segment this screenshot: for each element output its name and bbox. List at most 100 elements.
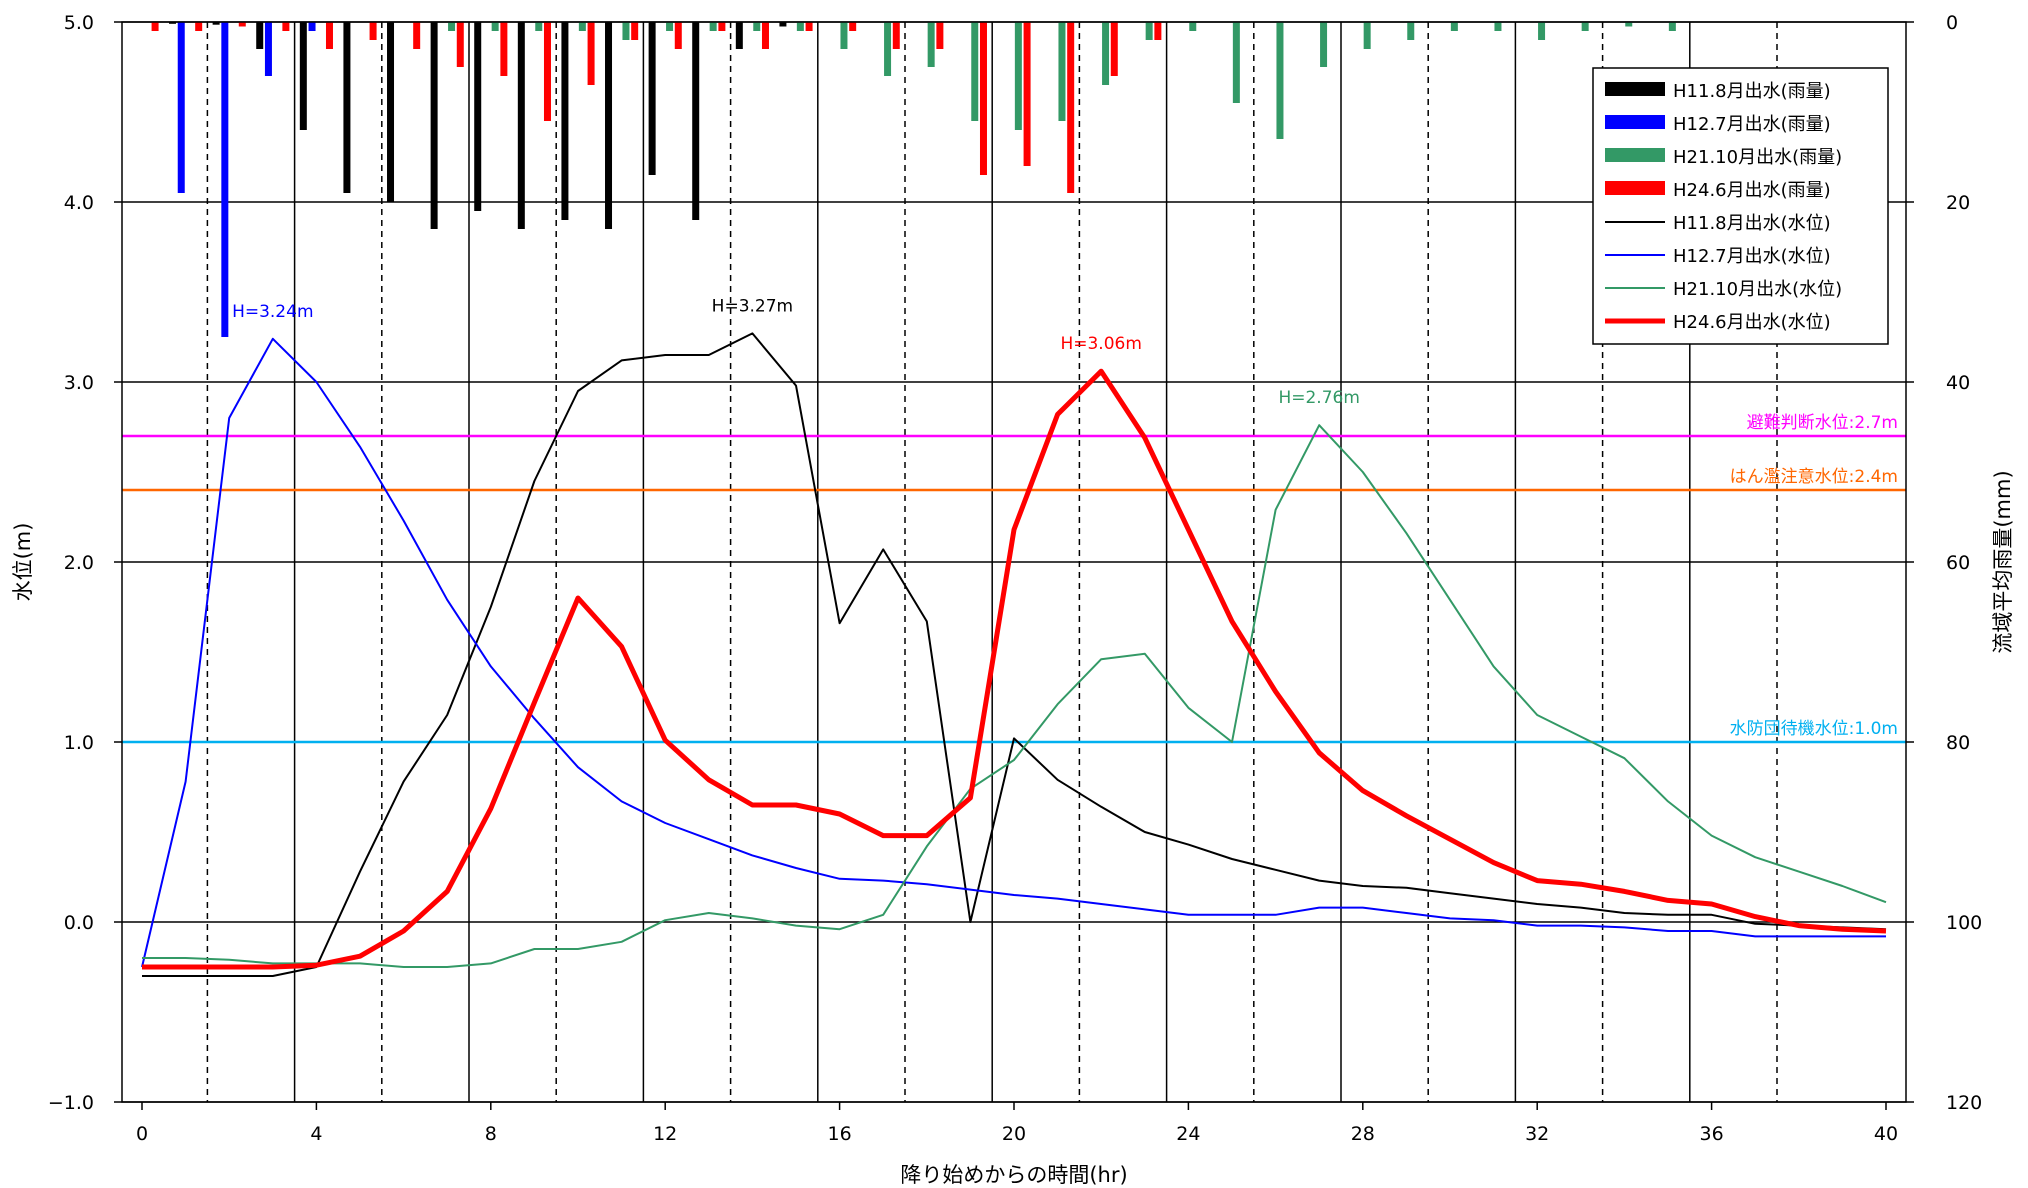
rainfall-bar bbox=[169, 22, 177, 24]
rainfall-bar bbox=[849, 22, 857, 31]
rainfall-bar bbox=[718, 22, 726, 31]
x-tick-label: 8 bbox=[485, 1123, 497, 1145]
y-tick-label-right: 20 bbox=[1946, 192, 1970, 214]
y-tick-label-left: 3.0 bbox=[64, 372, 94, 394]
y-tick-label-right: 80 bbox=[1946, 732, 1970, 754]
rainfall-bar bbox=[151, 22, 159, 31]
rainfall-bar bbox=[543, 22, 551, 121]
x-axis-title: 降り始めからの時間(hr) bbox=[900, 1163, 1127, 1187]
rainfall-bar bbox=[605, 22, 613, 229]
legend-label: H12.7月出水(雨量) bbox=[1673, 114, 1831, 135]
rainfall-bar bbox=[256, 22, 264, 49]
y-tick-label-left: 5.0 bbox=[64, 12, 94, 34]
rainfall-bar bbox=[692, 22, 700, 220]
peak-annotation: H=3.24m bbox=[232, 302, 313, 322]
rainfall-bar bbox=[343, 22, 351, 193]
rainfall-bar bbox=[1450, 22, 1458, 31]
rainfall-bar bbox=[753, 22, 761, 31]
legend-swatch bbox=[1605, 148, 1665, 162]
y-tick-label-right: 0 bbox=[1946, 12, 1958, 34]
rainfall-bar bbox=[474, 22, 482, 211]
rainfall-bar bbox=[1625, 22, 1633, 27]
y-tick-label-left: 0.0 bbox=[64, 912, 94, 934]
water-level-lines bbox=[141, 332, 1887, 977]
rainfall-bar bbox=[892, 22, 900, 49]
legend-label: H24.6月出水(雨量) bbox=[1673, 180, 1831, 201]
rainfall-bar bbox=[1145, 22, 1153, 40]
legend-swatch bbox=[1605, 115, 1665, 129]
rainfall-bar bbox=[796, 22, 804, 31]
peak-annotation: H=3.06m bbox=[1060, 334, 1141, 354]
rainfall-bar bbox=[805, 22, 813, 31]
rainfall-bar bbox=[299, 22, 307, 130]
water-level-line bbox=[142, 424, 1887, 968]
rainfall-bar bbox=[430, 22, 438, 229]
rainfall-bar bbox=[674, 22, 682, 49]
rainfall-bar bbox=[517, 22, 525, 229]
y-tick-label-right: 40 bbox=[1946, 372, 1970, 394]
rainfall-bar bbox=[622, 22, 630, 40]
rainfall-bar bbox=[308, 22, 316, 31]
legend-label: H24.6月出水(水位) bbox=[1673, 312, 1831, 333]
rainfall-bar bbox=[221, 22, 229, 337]
peak-annotation: H=3.27m bbox=[712, 296, 793, 316]
rainfall-bar bbox=[561, 22, 569, 220]
legend-label: H11.8月出水(雨量) bbox=[1673, 81, 1831, 102]
rainfall-bar bbox=[840, 22, 848, 49]
x-tick-label: 16 bbox=[828, 1123, 852, 1145]
rainfall-bar bbox=[1014, 22, 1022, 130]
rainfall-bar bbox=[1494, 22, 1502, 31]
water-level-line bbox=[142, 332, 1887, 977]
rainfall-bar bbox=[578, 22, 586, 31]
reference-lines: 避難判断水位:2.7m はん濫注意水位:2.4m 水防団待機水位:1.0m bbox=[122, 413, 1906, 744]
rainfall-bar bbox=[264, 22, 272, 76]
x-tick-label: 32 bbox=[1525, 1123, 1549, 1145]
rainfall-bar bbox=[1407, 22, 1415, 40]
rainfall-bar bbox=[413, 22, 421, 49]
x-tick-label: 4 bbox=[310, 1123, 322, 1145]
rainfall-bar bbox=[212, 22, 220, 25]
axes: −1.0 0.0 1.0 2.0 3.0 4.0 5.0 0 20 40 60 80 100 120 0 4 8… bbox=[48, 12, 1982, 1145]
rainfall-bar bbox=[177, 22, 185, 193]
rainfall-bar bbox=[238, 22, 246, 27]
rainfall-bar bbox=[535, 22, 543, 31]
legend-swatch bbox=[1605, 82, 1665, 96]
rainfall-bar bbox=[927, 22, 935, 67]
rainfall-bar bbox=[500, 22, 508, 76]
x-tick-label: 20 bbox=[1002, 1123, 1026, 1145]
rainfall-bar bbox=[1189, 22, 1197, 31]
legend-swatch bbox=[1605, 181, 1665, 195]
y-tick-label-right: 100 bbox=[1946, 912, 1982, 934]
legend-box bbox=[1592, 67, 1889, 345]
rainfall-bar bbox=[369, 22, 377, 40]
reference-label: 避難判断水位:2.7m bbox=[1747, 413, 1898, 433]
y-tick-label-right: 120 bbox=[1946, 1092, 1982, 1114]
rainfall-bar bbox=[1232, 22, 1240, 103]
peak-annotations: H=3.24m H=3.27m H=3.06m H=2.76m bbox=[232, 296, 1360, 408]
rainfall-bar bbox=[587, 22, 595, 85]
y-tick-label-left: 2.0 bbox=[64, 552, 94, 574]
rainfall-bar bbox=[1023, 22, 1031, 166]
rainfall-bar bbox=[761, 22, 769, 49]
y-tick-label-left: −1.0 bbox=[48, 1092, 94, 1114]
rainfall-bar bbox=[936, 22, 944, 49]
legend-label: H21.10月出水(水位) bbox=[1673, 279, 1842, 300]
y-tick-label-right: 60 bbox=[1946, 552, 1970, 574]
y-axis-title-left: 水位(m) bbox=[11, 523, 35, 602]
reference-label: 水防団待機水位:1.0m bbox=[1730, 719, 1898, 739]
legend: H11.8月出水(雨量) H12.7月出水(雨量) H21.10月出水(雨量) H24… bbox=[1592, 67, 1889, 345]
rainfall-bar bbox=[884, 22, 892, 76]
rainfall-bar bbox=[1538, 22, 1546, 40]
x-tick-label: 12 bbox=[653, 1123, 677, 1145]
rainfall-bar bbox=[1276, 22, 1284, 139]
rainfall-bar bbox=[648, 22, 656, 175]
rainfall-bar bbox=[282, 22, 290, 31]
rainfall-bar bbox=[1102, 22, 1110, 85]
rainfall-bar bbox=[448, 22, 456, 31]
rainfall-bar bbox=[979, 22, 987, 175]
water-level-line bbox=[142, 368, 1887, 970]
rainfall-bar bbox=[666, 22, 674, 31]
rainfall-bar bbox=[325, 22, 333, 49]
y-tick-label-left: 1.0 bbox=[64, 732, 94, 754]
rainfall-bar bbox=[1154, 22, 1162, 40]
